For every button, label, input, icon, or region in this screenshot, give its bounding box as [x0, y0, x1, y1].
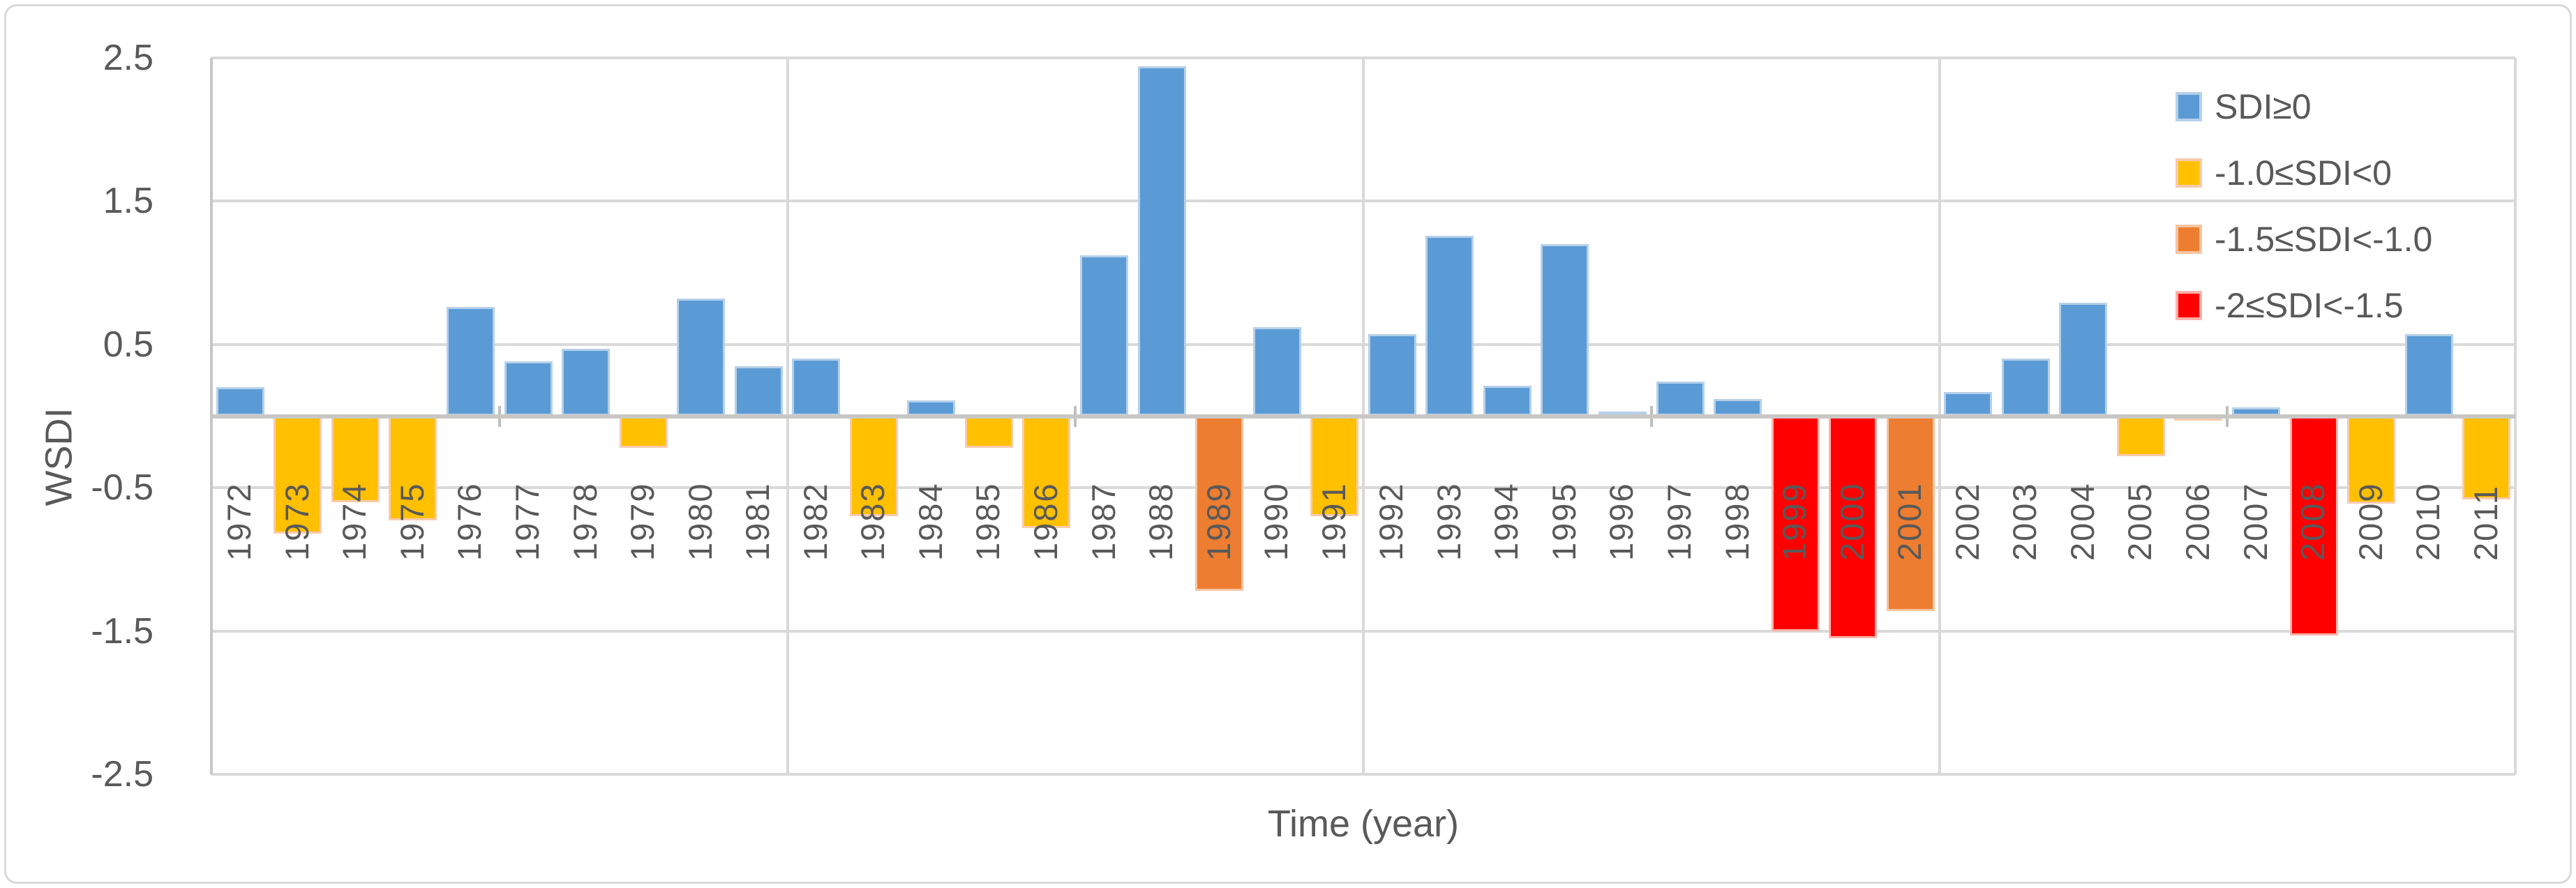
x-tick-1985: 1985 — [969, 481, 1007, 561]
x-tick-2007: 2007 — [2236, 481, 2274, 561]
legend-swatch-blue — [2176, 92, 2202, 121]
legend-swatch-orange — [2176, 225, 2202, 254]
x-tick-1992: 1992 — [1372, 481, 1410, 561]
x-tick-2001: 2001 — [1891, 481, 1929, 561]
y-tick-0.5: 0.5 — [103, 324, 153, 365]
y-tick-2.5: 2.5 — [103, 38, 153, 78]
bar-1992 — [1368, 334, 1416, 416]
x-tick-2002: 2002 — [1948, 481, 1986, 561]
bar-1988 — [1137, 66, 1186, 416]
plot-area — [210, 57, 2517, 776]
zero-axis-line — [211, 414, 2515, 419]
legend-label-orange: -1.5≤SDI<-1.0 — [2215, 220, 2433, 259]
x-tick-2008: 2008 — [2294, 481, 2332, 561]
legend-item-red: -2≤SDI<-1.5 — [2176, 285, 2404, 326]
bar-1976 — [446, 307, 495, 416]
x-tick-1972: 1972 — [220, 481, 258, 561]
y-axis-title: WSDI — [38, 407, 80, 506]
x-tick-1983: 1983 — [854, 481, 892, 561]
x-tick-1980: 1980 — [681, 481, 719, 561]
bar-1975 — [389, 416, 437, 521]
bar-2009 — [2347, 416, 2396, 504]
legend-swatch-red — [2176, 291, 2202, 320]
legend-label-blue: SDI≥0 — [2215, 87, 2312, 126]
x-tick-1973: 1973 — [278, 481, 315, 561]
bar-1980 — [677, 299, 726, 416]
bar-2010 — [2404, 334, 2453, 416]
x-tick-1998: 1998 — [1718, 481, 1755, 561]
y-tick--0.5: -0.5 — [91, 467, 153, 509]
x-tick-2009: 2009 — [2351, 481, 2389, 561]
bar-2003 — [2001, 359, 2050, 416]
bar-1994 — [1483, 386, 1532, 416]
x-tick-1999: 1999 — [1776, 481, 1813, 561]
x-tick-1987: 1987 — [1084, 481, 1122, 561]
y-tick--1.5: -1.5 — [91, 610, 153, 652]
x-tick-1979: 1979 — [624, 481, 661, 561]
x-tick-1988: 1988 — [1142, 481, 1180, 561]
bar-2005 — [2116, 416, 2165, 456]
bar-1993 — [1425, 235, 1474, 416]
x-tick-1989: 1989 — [1199, 481, 1237, 561]
x-tick-2011: 2011 — [2466, 484, 2504, 561]
bar-1986 — [1022, 416, 1071, 528]
x-tick-1981: 1981 — [739, 481, 777, 561]
bar-1987 — [1080, 255, 1129, 416]
bar-1999 — [1771, 416, 1820, 631]
legend-item-orange: -1.5≤SDI<-1.0 — [2176, 218, 2432, 260]
bar-1989 — [1195, 416, 1244, 592]
x-tick-1995: 1995 — [1545, 481, 1582, 561]
bar-1977 — [504, 361, 553, 416]
x-tick-1984: 1984 — [911, 481, 949, 561]
x-tick-2010: 2010 — [2409, 481, 2447, 561]
x-tick-2006: 2006 — [2178, 481, 2216, 561]
bar-1990 — [1252, 327, 1301, 416]
bar-1991 — [1310, 416, 1359, 517]
x-tick-1991: 1991 — [1315, 481, 1352, 561]
bar-1982 — [792, 359, 841, 416]
x-tick-2005: 2005 — [2121, 481, 2159, 561]
bar-2002 — [1944, 391, 1993, 416]
bar-2008 — [2289, 416, 2338, 635]
x-tick-1974: 1974 — [336, 481, 373, 561]
bar-1983 — [849, 416, 898, 517]
x-tick-1982: 1982 — [796, 481, 834, 561]
x-tick-1994: 1994 — [1488, 481, 1525, 561]
legend-label-red: -2≤SDI<-1.5 — [2215, 286, 2404, 325]
x-tick-1986: 1986 — [1026, 481, 1064, 561]
bar-1979 — [619, 416, 668, 448]
bar-1981 — [734, 366, 783, 416]
y-tick--2.5: -2.5 — [91, 754, 153, 795]
bar-1974 — [331, 416, 380, 502]
x-tick-2000: 2000 — [1833, 481, 1871, 561]
x-tick-1996: 1996 — [1603, 481, 1640, 561]
legend-swatch-yellow — [2176, 158, 2202, 188]
legend-label-yellow: -1.0≤SDI<0 — [2215, 153, 2392, 193]
bar-1997 — [1656, 382, 1705, 416]
x-tick-1975: 1975 — [393, 481, 430, 561]
x-tick-2003: 2003 — [2006, 481, 2044, 561]
bar-2004 — [2059, 303, 2108, 416]
bar-1978 — [562, 348, 611, 416]
x-tick-2004: 2004 — [2063, 481, 2101, 561]
x-tick-1977: 1977 — [509, 481, 546, 561]
bar-2011 — [2462, 416, 2511, 499]
bar-1995 — [1541, 244, 1589, 416]
gridline-v-40 — [2514, 58, 2517, 774]
bar-1972 — [216, 387, 264, 416]
x-axis-title: Time (year) — [1267, 803, 1459, 845]
legend-item-blue: SDI≥0 — [2176, 86, 2312, 128]
x-tick-1997: 1997 — [1661, 481, 1698, 561]
legend-item-yellow: -1.0≤SDI<0 — [2176, 152, 2392, 194]
gridline-h--2.5 — [211, 773, 2515, 776]
x-tick-1993: 1993 — [1430, 481, 1467, 561]
y-tick-1.5: 1.5 — [103, 181, 153, 222]
x-tick-1978: 1978 — [566, 481, 604, 561]
x-tick-1990: 1990 — [1257, 481, 1295, 561]
x-tick-1976: 1976 — [451, 481, 488, 561]
bar-2001 — [1886, 416, 1935, 611]
